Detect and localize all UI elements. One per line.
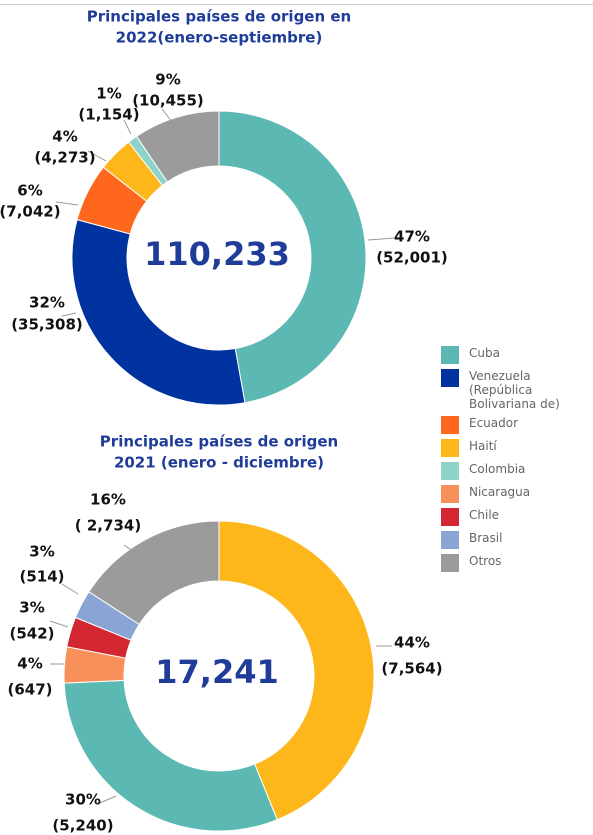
percent-label: 3% <box>29 543 54 561</box>
legend-item: Ecuador <box>441 416 593 434</box>
percent-label: 16% <box>90 491 126 509</box>
legend-label: Venezuela (República Bolivariana de) <box>469 369 560 411</box>
value-label: (514) <box>19 568 64 586</box>
leader-line <box>123 119 132 135</box>
center-total: 17,241 <box>155 653 278 691</box>
legend-label: Colombia <box>469 462 526 476</box>
legend-swatch <box>441 462 459 480</box>
value-label: (5,240) <box>52 817 113 835</box>
percent-label: 9% <box>155 71 180 89</box>
legend-item: Otros <box>441 554 593 572</box>
value-label: (647) <box>7 681 52 699</box>
legend-swatch <box>441 369 459 387</box>
value-label: (542) <box>9 625 54 643</box>
leader-line <box>161 108 173 123</box>
percent-label: 4% <box>52 128 77 146</box>
leader-line <box>61 312 77 317</box>
legend: Cuba Venezuela (República Bolivariana de)… <box>441 346 593 577</box>
value-label: (7,564) <box>381 660 442 678</box>
legend-label: Otros <box>469 554 502 568</box>
legend-item: Venezuela (República Bolivariana de) <box>441 369 593 411</box>
leader-line <box>49 620 69 628</box>
legend-swatch <box>441 416 459 434</box>
percent-label: 32% <box>29 294 65 312</box>
legend-item: Chile <box>441 508 593 526</box>
center-total: 110,233 <box>144 235 290 273</box>
percent-label: 30% <box>65 791 101 809</box>
leader-line <box>61 583 79 595</box>
value-label: (1,154) <box>78 106 139 124</box>
donut-slice <box>218 520 375 821</box>
donut-slice <box>63 679 278 832</box>
leader-line <box>99 795 117 804</box>
percent-label: 1% <box>96 85 121 103</box>
value-label: (52,001) <box>376 249 448 267</box>
donut-slice <box>135 110 220 183</box>
donut-slice <box>88 520 220 626</box>
percent-label: 6% <box>17 182 42 200</box>
legend-label: Brasil <box>469 531 503 545</box>
donut-slice <box>71 219 246 406</box>
legend-label: Ecuador <box>469 416 519 430</box>
chart-title: Principales países de origen en <box>87 8 351 26</box>
donut-slice <box>218 110 367 404</box>
legend-swatch <box>441 508 459 526</box>
value-label: (35,308) <box>11 316 83 334</box>
percent-label: 44% <box>394 634 430 652</box>
leader-line <box>367 237 396 241</box>
chart-title: 2022(enero-septiembre) <box>116 29 323 47</box>
percent-label: 4% <box>17 655 42 673</box>
value-label: (4,273) <box>34 149 95 167</box>
leader-line <box>55 201 79 206</box>
chart-title: Principales países de origen <box>100 433 338 451</box>
legend-label: Nicaragua <box>469 485 531 499</box>
legend-item: Brasil <box>441 531 593 549</box>
legend-item: Nicaragua <box>441 485 593 503</box>
legend-item: Colombia <box>441 462 593 480</box>
legend-swatch <box>441 554 459 572</box>
legend-label: Cuba <box>469 346 500 360</box>
value-label: (7,042) <box>0 203 61 221</box>
legend-item: Cuba <box>441 346 593 364</box>
legend-label: Chile <box>469 508 500 522</box>
value-label: ( 2,734) <box>75 517 141 535</box>
legend-label: Haití <box>469 439 497 453</box>
legend-swatch <box>441 485 459 503</box>
legend-swatch <box>441 531 459 549</box>
legend-item: Haití <box>441 439 593 457</box>
leader-line <box>87 150 107 162</box>
chart-title: 2021 (enero - diciembre) <box>114 454 324 472</box>
legend-swatch <box>441 439 459 457</box>
percent-label: 3% <box>19 599 44 617</box>
value-label: (10,455) <box>132 92 204 110</box>
legend-swatch <box>441 346 459 364</box>
leader-line <box>123 544 137 554</box>
percent-label: 47% <box>394 228 430 246</box>
